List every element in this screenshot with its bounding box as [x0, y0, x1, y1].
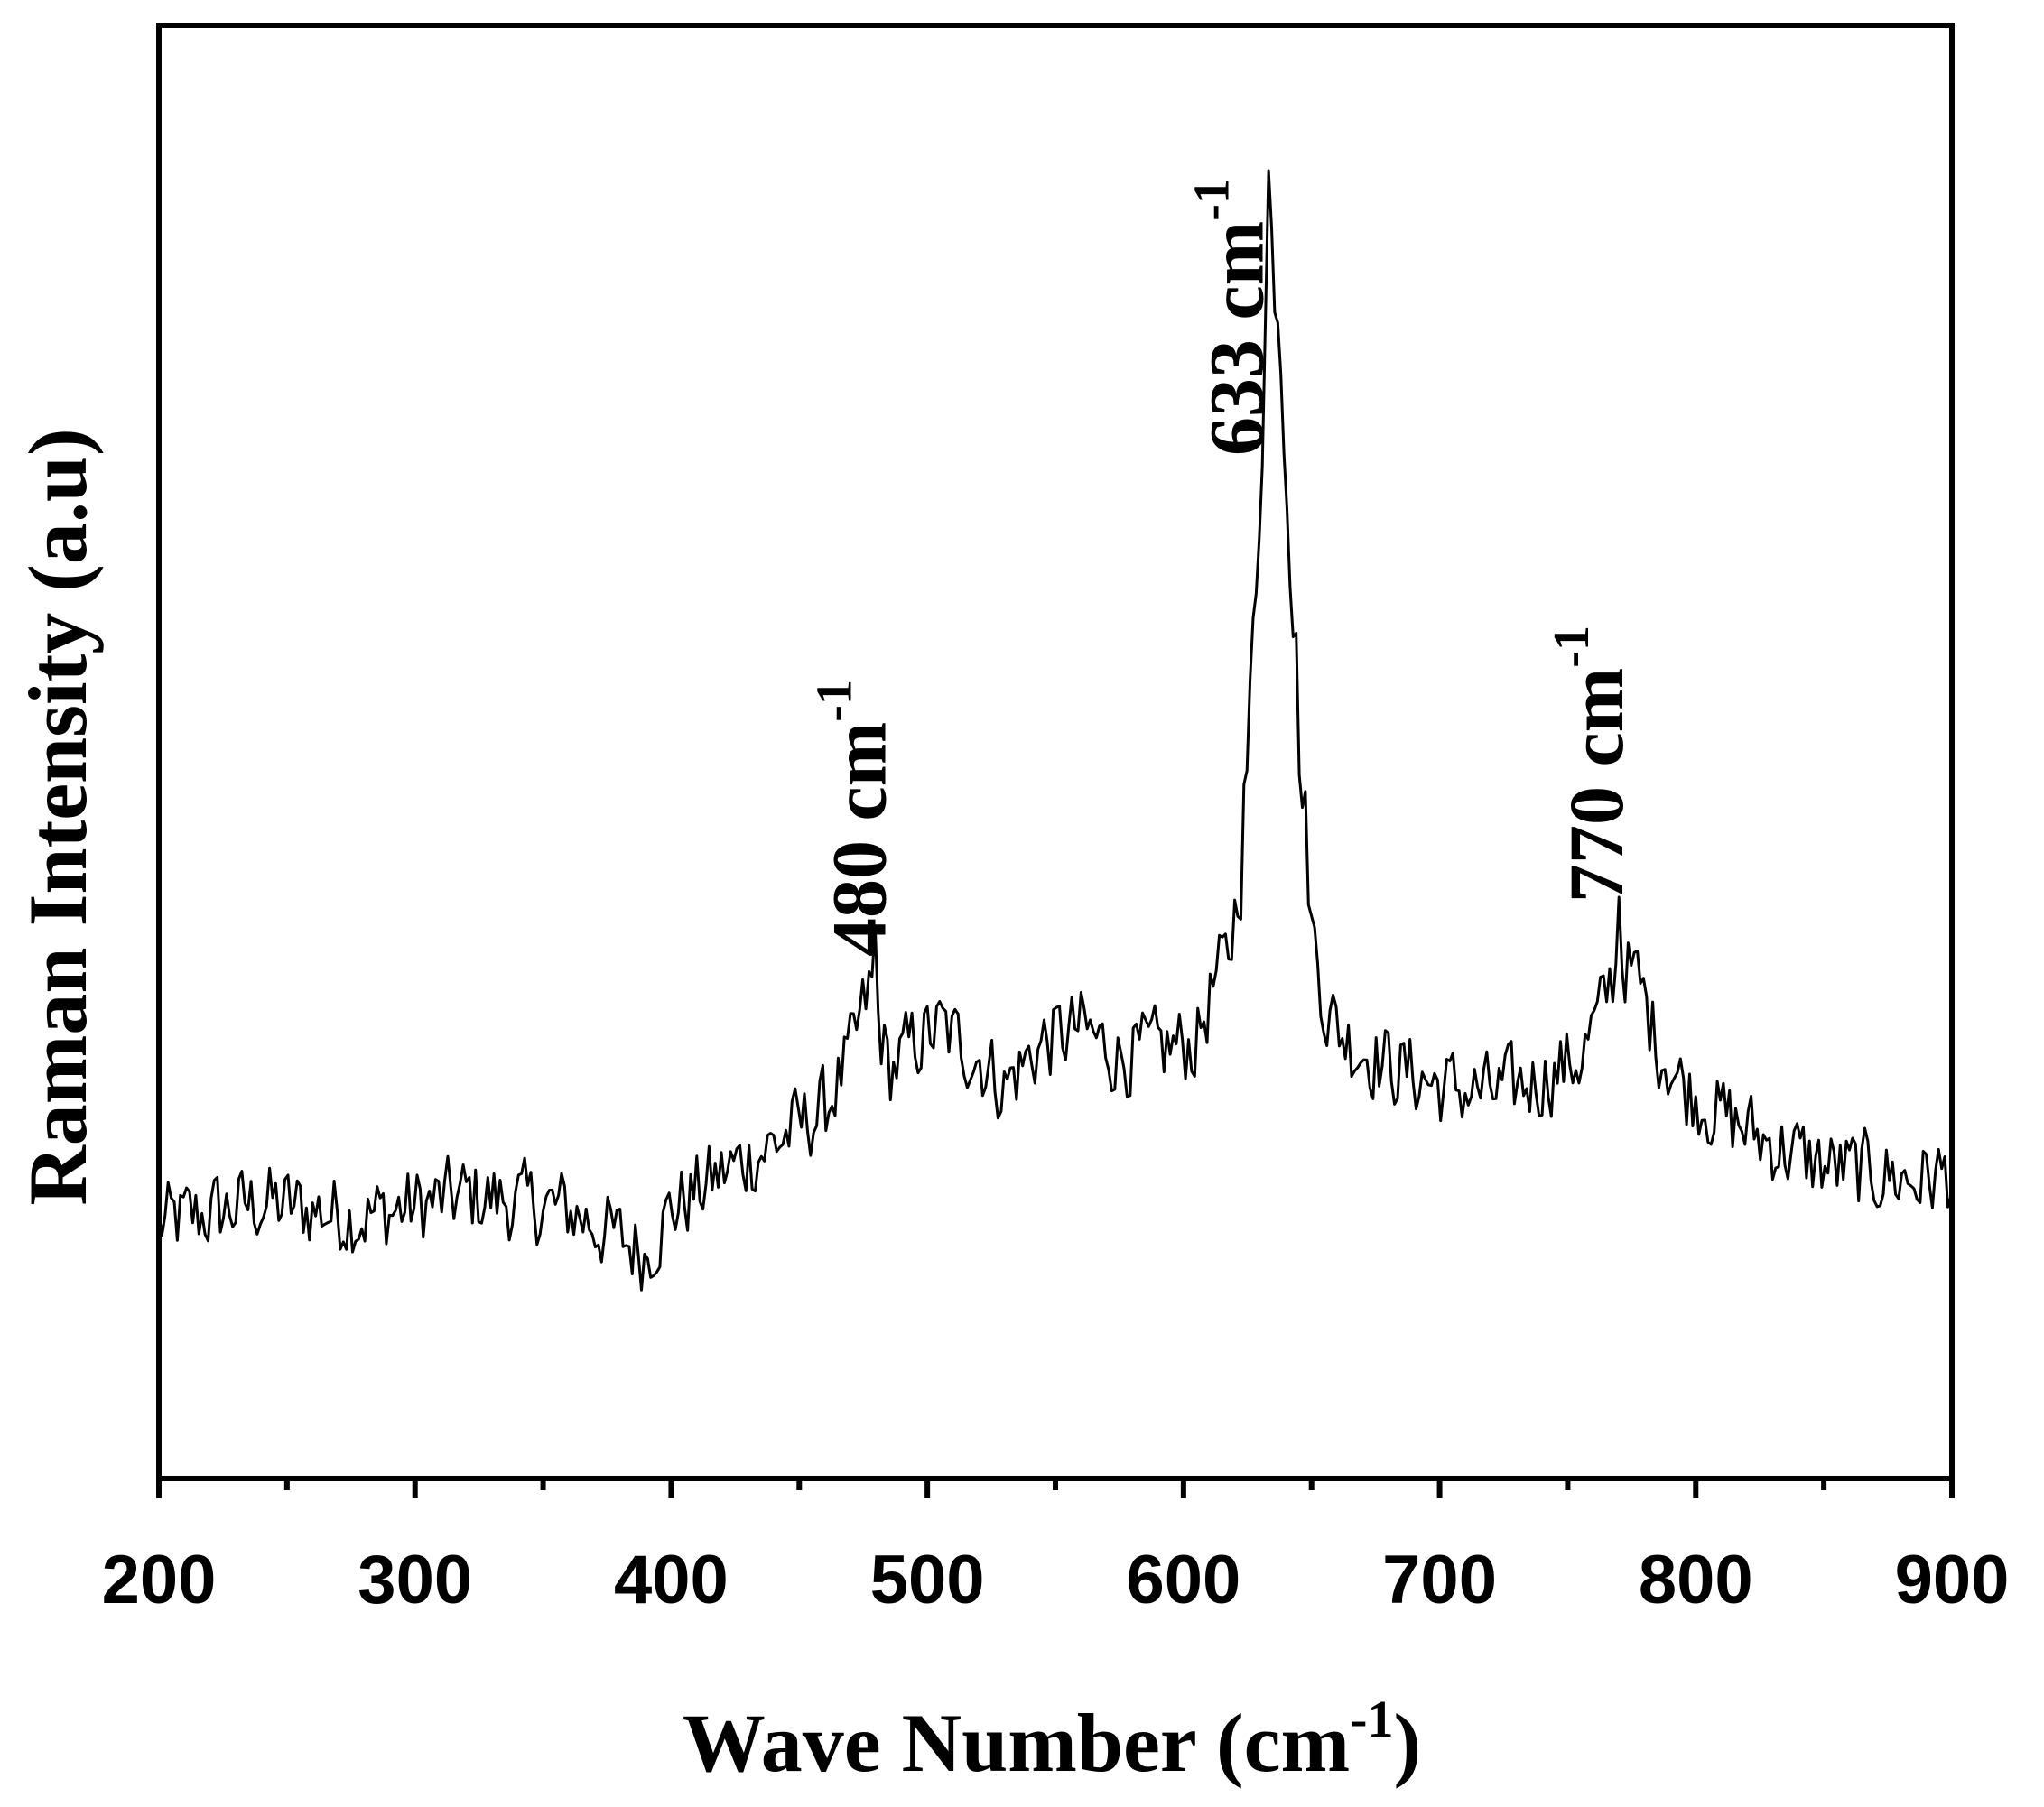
x-tick-label: 600 — [1126, 1542, 1240, 1618]
peak-label-633: 633 cm-1 — [1184, 179, 1279, 456]
x-tick-label: 300 — [358, 1542, 472, 1618]
peak-label-480: 480 cm-1 — [806, 680, 902, 957]
x-tick-label: 900 — [1895, 1542, 2010, 1618]
x-tick-label: 800 — [1639, 1542, 1753, 1618]
y-axis-label: Raman Intensity (a.u) — [12, 428, 104, 1205]
peak-annotations: 480 cm-1 633 cm-1 770 cm-1 — [806, 179, 1640, 957]
x-tick-label: 200 — [102, 1542, 217, 1618]
spectrum-series-line — [157, 169, 1953, 1292]
x-tick-label: 500 — [870, 1542, 985, 1618]
x-axis-tick-labels: 200 300 400 500 600 700 800 900 — [102, 1542, 2010, 1618]
x-axis-label: Wave Number (cm-1) — [683, 1690, 1421, 1789]
x-tick-label: 700 — [1382, 1542, 1497, 1618]
plot-frame — [156, 23, 1955, 1481]
x-tick-label: 400 — [614, 1542, 729, 1618]
x-axis-ticks — [156, 1478, 1955, 1498]
peak-label-770: 770 cm-1 — [1544, 626, 1640, 903]
